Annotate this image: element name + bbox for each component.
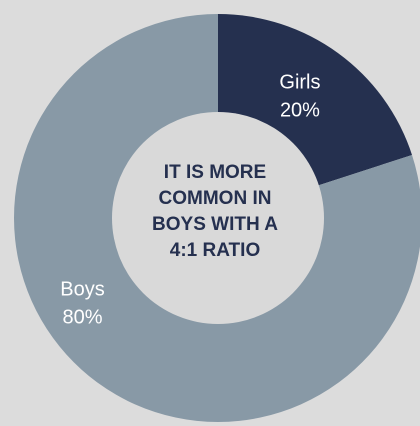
- slice-label-girls: Girls: [279, 71, 320, 93]
- slice-value-girls: 20%: [280, 99, 320, 121]
- slice-label-boys: Boys: [60, 278, 104, 300]
- center-caption-line-1: IT IS MORE: [163, 162, 267, 183]
- center-caption: IT IS MORE COMMON IN BOYS WITH A 4:1 RAT…: [125, 160, 305, 264]
- donut-hole: [112, 112, 324, 324]
- slice-value-boys: 80%: [62, 306, 102, 328]
- center-caption-line-3: BOYS WITH A: [152, 214, 278, 235]
- center-caption-line-4: 4:1 RATIO: [169, 240, 261, 261]
- center-caption-line-2: COMMON IN: [158, 188, 272, 209]
